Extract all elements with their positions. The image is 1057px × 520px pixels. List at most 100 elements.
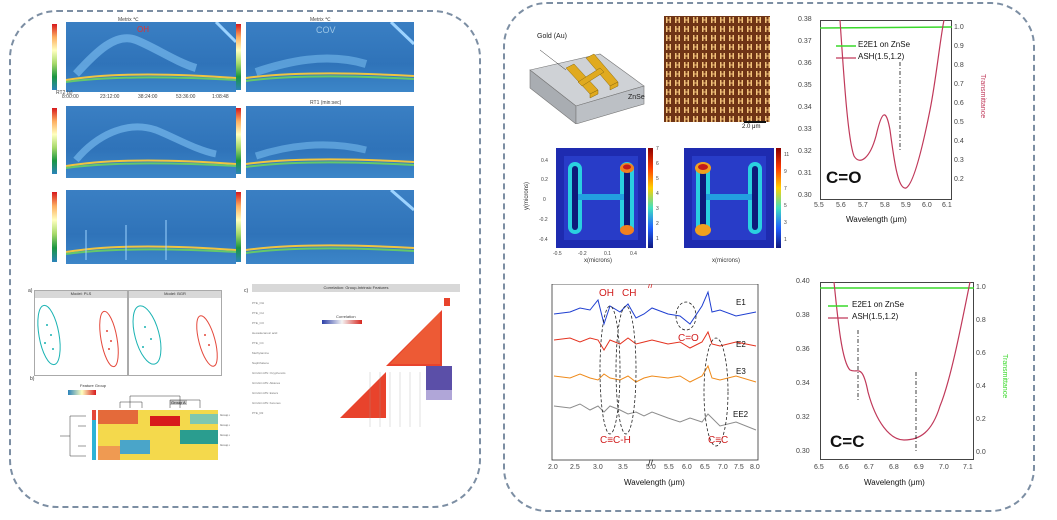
co-legend-2: ASH(1.5,1.2) (858, 52, 905, 61)
svg-text:PTE_CO: PTE_CO (252, 321, 265, 325)
co-ytick-left: 0.33 (798, 126, 812, 133)
chrom-xtick: 1:08:48 (212, 94, 229, 100)
co-ytick-right: 0.7 (954, 81, 964, 88)
cc-ytick-right: 0.6 (976, 350, 986, 357)
co-plot-frame (820, 20, 952, 200)
svg-text:Group var 4: Group var 4 (220, 443, 230, 447)
cc-big-label: C=C (830, 432, 865, 451)
corr-title: Correlation: Group-Intrinsic Features (252, 284, 460, 292)
svg-text:GCxGC-MS: Alkanes: GCxGC-MS: Alkanes (252, 381, 281, 385)
co-ytick-left: 0.34 (798, 104, 812, 111)
chrom-xlabel: RT1 (min:sec) (310, 100, 342, 106)
co-big-label: C=O (826, 168, 862, 187)
field-map-2 (684, 148, 774, 248)
cb1-tick: 5 (656, 176, 659, 182)
chromatogram (246, 190, 414, 264)
co-xlabel: Wavelength (μm) (846, 215, 907, 224)
field-ytick: -0.4 (539, 237, 548, 243)
field-xtick: -0.2 (578, 251, 587, 257)
svg-text:GCxGC-MS: Oxyphenols: GCxGC-MS: Oxyphenols (252, 371, 286, 375)
field-xlabel-1: x(microns) (584, 258, 612, 264)
cc-xtick: 6.5 (814, 464, 824, 471)
svg-text:Group var 2: Group var 2 (220, 423, 230, 427)
sem-image (664, 16, 770, 122)
co-xtick: 5.8 (880, 202, 890, 209)
cc-ytick-left: 0.32 (796, 414, 810, 421)
gold-label: Gold (Au) (537, 33, 567, 40)
corr-legend: Correlation (336, 314, 356, 319)
co-xtick: 5.9 (901, 202, 911, 209)
cc-legend-2: ASH(1.5,1.2) (852, 312, 899, 321)
co-plot (820, 20, 952, 189)
chrom-cov-tag: COV (316, 25, 336, 35)
spectra-ann-cc: C≡C (708, 435, 729, 446)
series-label-e2: E2 (736, 340, 746, 349)
colorbar (52, 192, 57, 262)
spectra-ann-cch: C≡C-H (600, 435, 631, 446)
cb1-tick: 4 (656, 191, 659, 197)
chrom-title: Metrix ℃ (118, 17, 139, 23)
chrom-xtick: 53:36:00 (176, 94, 196, 100)
chromatogram (66, 106, 236, 178)
cc-ytick-left: 0.38 (796, 312, 810, 319)
spectra-xlabel: Wavelength (μm) (624, 478, 685, 487)
cc-ytick-left: 0.34 (796, 380, 810, 387)
series-label-e3: E3 (736, 367, 746, 376)
chrom-xtick: 23:12:00 (100, 94, 120, 100)
svg-text:Hexadecanoic acid: Hexadecanoic acid (252, 331, 278, 335)
cc-ytick-right: 1.0 (976, 284, 986, 291)
chrom-ylabel: RT2 (s) (56, 90, 73, 96)
cb2-tick: 3 (784, 220, 787, 226)
field-ytick: 0.4 (541, 158, 548, 164)
spectra-plot: // // (551, 284, 759, 468)
colorbar (52, 108, 57, 174)
cc-xtick: 6.9 (914, 464, 924, 471)
cc-ylabel-right: Transmittance (1001, 354, 1008, 399)
co-ytick-right: 0.2 (954, 176, 964, 183)
field-ytick: 0 (543, 197, 546, 203)
chromatogram-cov (246, 22, 414, 92)
cb1-tick: 6 (656, 161, 659, 167)
spectra-ann-oh: OH (599, 288, 614, 299)
spectra-xtick: 8.0 (750, 464, 760, 471)
chrom-oh-tag: OH (137, 25, 149, 34)
panel-label-c: c) (244, 288, 249, 294)
svg-text:Group var 3: Group var 3 (220, 433, 230, 437)
chrom-title: Metrix ℃ (310, 17, 331, 23)
chrom-xtick: 8:00:00 (62, 94, 79, 100)
co-ylabel-right: Transmittance (979, 74, 986, 119)
spectra-ann-co: C=O (678, 333, 699, 344)
cb2-tick: 11 (784, 152, 790, 158)
heatmap-legend-title: Feature Group (80, 383, 107, 388)
co-ytick-right: 0.8 (954, 62, 964, 69)
co-ytick-right: 1.0 (954, 24, 964, 31)
svg-text:Group var 1: Group var 1 (220, 413, 230, 417)
field-map-1 (556, 148, 646, 248)
panel-label-a: a) (28, 288, 33, 294)
spectra-xtick: 7.0 (718, 464, 728, 471)
cc-ytick-right: 0.2 (976, 416, 986, 423)
field-xtick: 0.1 (604, 251, 611, 257)
series-label-e1: E1 (736, 298, 746, 307)
cc-ytick-right: 0.0 (976, 449, 986, 456)
colorbar (236, 108, 241, 174)
cc-xtick: 7.0 (939, 464, 949, 471)
chrom-xtick: 38:24:00 (138, 94, 158, 100)
device-schematic (529, 49, 645, 124)
spectra-xtick: 2.0 (548, 464, 558, 471)
cb1-tick: 7 (656, 146, 659, 152)
panel-label-b: b) (30, 376, 35, 382)
cc-xtick: 6.7 (864, 464, 874, 471)
co-ytick-left: 0.31 (798, 170, 812, 177)
cc-ytick-left: 0.30 (796, 448, 810, 455)
cc-legend-1: E2E1 on ZnSe (852, 300, 905, 309)
pca-title: Model: PLS (35, 291, 127, 298)
co-ytick-right: 0.6 (954, 100, 964, 107)
field-ylabel: y(microns) (524, 182, 530, 210)
svg-text://: // (648, 284, 654, 290)
cc-plot (820, 282, 974, 452)
heatmap-group-label: Group A (170, 400, 187, 405)
cb2-tick: 7 (784, 186, 787, 192)
pca-title: Model: BGR (129, 291, 221, 298)
co-ytick-left: 0.38 (798, 16, 812, 23)
